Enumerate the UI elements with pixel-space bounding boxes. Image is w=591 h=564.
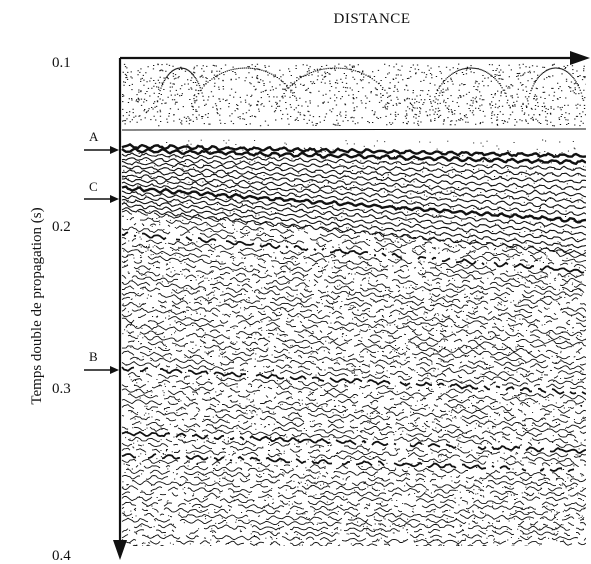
tick-label-0.3: 0.3 <box>52 381 71 397</box>
reflector-trace <box>121 231 585 274</box>
reflector-trace <box>121 253 585 293</box>
reflector-trace <box>121 538 569 546</box>
reflector-trace <box>129 356 585 385</box>
seismic-section-panel <box>121 63 586 546</box>
reflector-trace <box>121 491 586 507</box>
marker-arrowhead-c <box>110 195 119 203</box>
reflector-trace <box>121 259 583 297</box>
reflector-trace <box>121 142 586 159</box>
reflector-trace <box>121 215 586 258</box>
reflector-trace <box>127 330 586 360</box>
reflector-trace <box>121 430 586 454</box>
tick-label-0.4: 0.4 <box>52 548 71 564</box>
reflector-trace <box>122 174 586 204</box>
reflector-trace <box>121 512 586 527</box>
reflector-trace <box>121 198 586 243</box>
reflector-marker-a: A <box>84 129 119 154</box>
reflector-trace <box>121 247 586 288</box>
reflector-trace <box>121 152 586 171</box>
reflector-trace <box>121 291 586 328</box>
reflector-trace <box>131 378 585 405</box>
reflector-trace <box>121 185 586 224</box>
reflector-trace <box>127 436 586 458</box>
reflector-trace <box>121 202 586 249</box>
reflector-trace <box>121 165 586 191</box>
reflector-trace <box>121 307 586 342</box>
reflector-trace <box>121 274 586 312</box>
reflector-trace <box>121 447 586 467</box>
reflector-trace <box>121 517 585 531</box>
reflector-trace <box>121 147 586 166</box>
reflector-trace <box>121 361 586 390</box>
axes <box>113 51 590 560</box>
reflector-trace <box>122 265 584 302</box>
reflector-trace <box>121 495 586 512</box>
reflector-trace <box>134 524 586 536</box>
reflector-trace <box>126 324 586 355</box>
reflector-trace <box>122 345 586 376</box>
reflector-trace <box>121 485 583 502</box>
reflector-trace <box>121 313 586 347</box>
time-tick-labels: 0.1 0.2 0.3 0.4 <box>52 55 71 564</box>
reflector-trace <box>121 302 583 337</box>
reflector-trace <box>121 442 586 464</box>
direct-wave-line <box>121 128 586 131</box>
reflector-trace <box>121 157 586 177</box>
reflector-trace <box>121 190 586 229</box>
reflector-trace <box>121 226 586 269</box>
noise-dots <box>122 63 586 127</box>
reflector-trace <box>121 296 586 332</box>
tick-label-0.2: 0.2 <box>52 219 71 235</box>
reflector-trace <box>121 453 575 473</box>
reflector-trace <box>127 334 586 366</box>
reflector-trace <box>121 388 586 415</box>
reflector-trace <box>121 384 583 410</box>
marker-label-c: C <box>89 179 98 194</box>
reflector-trace <box>121 160 586 184</box>
reflector-trace <box>133 223 586 263</box>
marker-label-b: B <box>89 349 98 364</box>
reflector-trace <box>121 458 585 478</box>
reflector-trace <box>122 237 585 279</box>
reflector-trace <box>121 404 586 429</box>
marker-arrowhead-b <box>110 366 119 374</box>
reflector-trace <box>121 169 586 198</box>
time-axis-arrowhead <box>113 540 127 560</box>
reflector-trace <box>121 194 586 236</box>
reflector-trace <box>121 366 586 395</box>
reflector-trace <box>121 317 583 351</box>
reflector-trace <box>121 475 586 492</box>
reflector-trace <box>127 270 586 306</box>
reflector-trace <box>125 463 586 483</box>
reflector-trace <box>121 280 586 318</box>
reflector-marker-c: C <box>84 179 119 203</box>
reflector-trace <box>121 506 585 521</box>
tick-label-0.1: 0.1 <box>52 55 71 71</box>
reflector-trace <box>121 177 586 210</box>
reflector-trace <box>132 480 586 498</box>
reflector-marker-b: B <box>84 349 119 374</box>
reflector-trace <box>131 420 586 444</box>
noise-zone <box>121 63 586 131</box>
reflector-trace <box>127 340 585 371</box>
reflector-trace <box>121 544 205 546</box>
y-axis-title: Temps double de propagation (s) <box>29 207 45 404</box>
marker-arrowhead-a <box>110 146 119 154</box>
reflector-trace <box>127 393 586 419</box>
reflector-trace <box>127 410 586 434</box>
texture-grain <box>122 139 586 546</box>
x-axis-title: DISTANCE <box>334 11 411 27</box>
reflector-trace <box>121 534 586 546</box>
reflector-trace <box>121 426 586 448</box>
reflector-trace <box>121 242 583 283</box>
reflector-trace <box>122 285 586 322</box>
marker-label-a: A <box>89 129 99 144</box>
reflector-trace <box>121 181 586 216</box>
reflector-wiggles <box>121 139 586 546</box>
reflector-trace <box>122 502 586 516</box>
distance-axis-arrowhead <box>570 51 590 65</box>
reflector-trace <box>127 371 586 401</box>
